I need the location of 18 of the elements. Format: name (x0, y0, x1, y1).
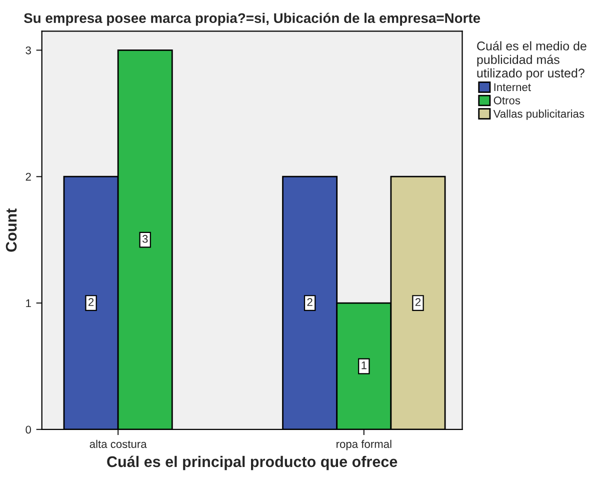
legend-label: Internet (494, 83, 531, 92)
y-tick-label: 1 (26, 299, 31, 308)
data-label: 3 (142, 234, 148, 243)
legend-label: Otros (494, 96, 520, 104)
x-tick-label: alta costura (90, 440, 147, 448)
chart-title: Su empresa posee marca propia?=si, Ubicación de la empresa=Norte (24, 12, 480, 26)
data-label: 2 (415, 298, 421, 306)
y-tick-label: 3 (26, 46, 31, 54)
y-tick-label: 0 (26, 426, 32, 434)
x-tick-label: ropa formal (336, 440, 392, 450)
y-axis-title: Count (6, 208, 17, 252)
y-tick-label: 2 (26, 172, 31, 181)
data-label: 1 (362, 361, 366, 370)
data-label: 2 (307, 298, 312, 306)
legend-label: Vallas publicitarias (493, 110, 584, 120)
data-label: 2 (88, 298, 94, 306)
x-axis-title: Cuál es el principal producto que ofrece (107, 456, 398, 470)
legend-title: Cuál es el medio de publicidad más utilizado por usted? (477, 41, 586, 80)
